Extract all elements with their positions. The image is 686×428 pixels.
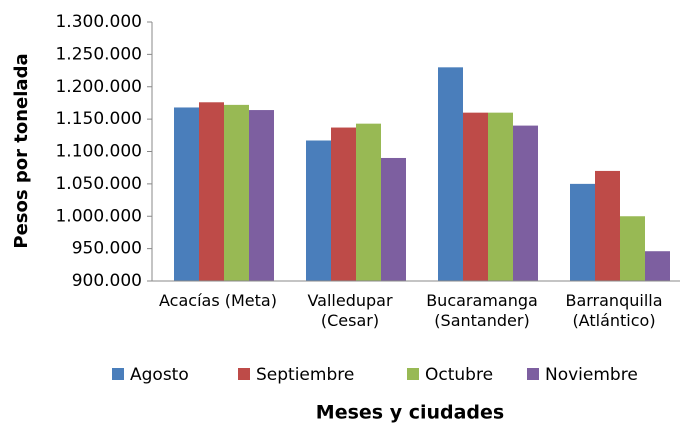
legend-label: Noviembre <box>545 365 638 385</box>
bar <box>224 104 249 281</box>
bar <box>620 216 645 281</box>
x-tick-label: Barranquilla (Atlántico) <box>565 291 663 330</box>
bar <box>306 140 331 281</box>
bar <box>199 102 224 281</box>
legend-swatch <box>238 368 250 380</box>
y-tick-label: 1.150.000 <box>55 109 142 129</box>
bar <box>438 67 463 281</box>
y-tick-label: 1.200.000 <box>55 77 142 97</box>
legend-swatch <box>407 368 419 380</box>
bar <box>570 183 595 281</box>
bar <box>356 123 381 281</box>
y-tick-label: 1.300.000 <box>55 12 142 32</box>
y-axis-title: Pesos por tonelada <box>11 53 32 248</box>
y-tick-label: 1.100.000 <box>55 142 142 162</box>
legend-label: Octubre <box>425 365 493 385</box>
y-tick-label: 1.000.000 <box>55 206 142 226</box>
bar <box>174 107 199 281</box>
bar <box>595 170 620 281</box>
x-tick-label: Valledupar (Cesar) <box>307 291 393 330</box>
legend-label: Agosto <box>130 365 189 385</box>
bar <box>645 251 670 281</box>
legend-label: Septiembre <box>256 365 354 385</box>
legend-swatch <box>112 368 124 380</box>
x-tick-label: Acacías (Meta) <box>159 291 277 310</box>
x-axis-title: Meses y ciudades <box>316 402 504 424</box>
y-tick-label: 900.000 <box>72 271 142 291</box>
bar <box>249 110 274 281</box>
y-tick-label: 950.000 <box>72 239 142 259</box>
bar <box>331 127 356 281</box>
bar <box>513 125 538 281</box>
y-tick-label: 1.250.000 <box>55 44 142 64</box>
x-tick-label: Bucaramanga (Santander) <box>426 291 538 330</box>
legend-swatch <box>527 368 539 380</box>
y-tick-label: 1.050.000 <box>55 174 142 194</box>
bar <box>488 112 513 282</box>
bar <box>463 112 488 282</box>
bar <box>381 157 406 281</box>
